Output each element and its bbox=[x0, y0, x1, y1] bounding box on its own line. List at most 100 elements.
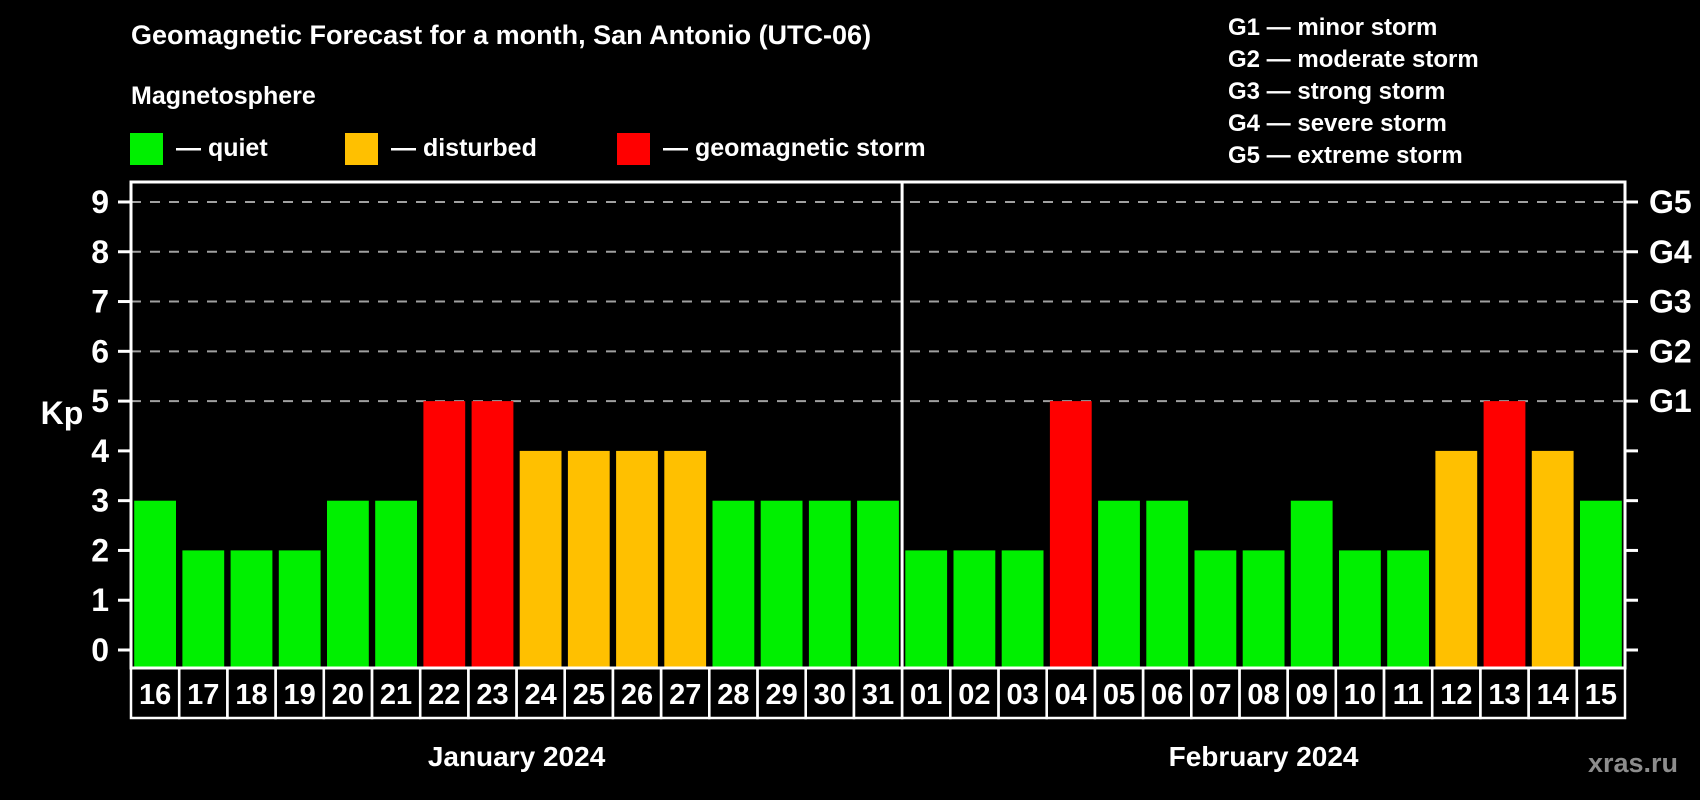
kp-bar-day-14 bbox=[1531, 450, 1574, 668]
kp-bar-day-13 bbox=[1483, 401, 1526, 668]
day-label-01: 01 bbox=[910, 679, 942, 711]
day-label-06: 06 bbox=[1151, 679, 1183, 711]
y-axis-label-7: 7 bbox=[91, 284, 109, 320]
day-label-31: 31 bbox=[862, 679, 894, 711]
kp-bar-day-31 bbox=[857, 500, 899, 668]
kp-bar-day-05 bbox=[1098, 500, 1140, 668]
day-label-05: 05 bbox=[1103, 679, 1135, 711]
day-label-29: 29 bbox=[765, 679, 797, 711]
legend-label-disturbed: — disturbed bbox=[391, 134, 537, 162]
kp-bar-day-22 bbox=[423, 401, 466, 668]
y-axis-label-1: 1 bbox=[91, 582, 109, 618]
kp-bar-day-27 bbox=[664, 450, 707, 668]
day-label-30: 30 bbox=[814, 679, 846, 711]
g-scale-legend: G1 — minor storm G2 — moderate storm G3 … bbox=[1228, 12, 1479, 172]
kp-bar-day-29 bbox=[760, 500, 803, 668]
day-label-17: 17 bbox=[187, 679, 219, 711]
day-cell bbox=[1575, 666, 1627, 720]
day-label-15: 15 bbox=[1585, 679, 1617, 711]
right-axis-label-G5: G5 bbox=[1649, 184, 1692, 220]
kp-bar-day-19 bbox=[278, 550, 321, 668]
day-label-28: 28 bbox=[717, 679, 749, 711]
day-label-26: 26 bbox=[621, 679, 653, 711]
watermark: xras.ru bbox=[1587, 748, 1678, 778]
month-label: January 2024 bbox=[428, 741, 606, 772]
y-axis-label-4: 4 bbox=[91, 433, 109, 469]
day-label-18: 18 bbox=[235, 679, 267, 711]
kp-bar-day-26 bbox=[616, 450, 658, 668]
kp-bar-day-11 bbox=[1387, 550, 1429, 668]
day-label-25: 25 bbox=[573, 679, 605, 711]
kp-bar-day-08 bbox=[1242, 550, 1285, 668]
kp-bar-day-04 bbox=[1049, 401, 1092, 668]
g1-legend-line: G1 — minor storm bbox=[1228, 14, 1438, 41]
day-label-13: 13 bbox=[1488, 679, 1520, 711]
day-label-27: 27 bbox=[669, 679, 701, 711]
kp-bar-day-16 bbox=[134, 500, 176, 668]
storm-swatch-icon bbox=[617, 132, 650, 165]
kp-bar-day-25 bbox=[567, 450, 610, 668]
right-axis-label-G2: G2 bbox=[1649, 333, 1692, 369]
kp-bar-day-01 bbox=[905, 550, 948, 668]
day-label-23: 23 bbox=[476, 679, 508, 711]
y-axis-label-8: 8 bbox=[91, 234, 109, 270]
day-label-02: 02 bbox=[958, 679, 990, 711]
kp-bar-day-17 bbox=[182, 550, 225, 668]
day-label-11: 11 bbox=[1393, 679, 1424, 711]
legend-item-quiet: — quiet bbox=[130, 132, 268, 165]
y-axis-label-2: 2 bbox=[91, 532, 109, 568]
g2-legend-line: G2 — moderate storm bbox=[1228, 46, 1479, 73]
day-label-20: 20 bbox=[332, 679, 364, 711]
kp-bar-day-09 bbox=[1290, 500, 1333, 668]
kp-bar-day-03 bbox=[1001, 550, 1044, 668]
day-label-24: 24 bbox=[525, 679, 557, 711]
kp-bar-day-02 bbox=[953, 550, 996, 668]
kp-bar-day-21 bbox=[375, 500, 417, 668]
month-label: February 2024 bbox=[1169, 741, 1359, 772]
y-axis-label-6: 6 bbox=[91, 333, 109, 369]
kp-axis-title: Kp bbox=[41, 395, 84, 431]
right-axis-label-G4: G4 bbox=[1649, 234, 1692, 270]
kp-bar-day-06 bbox=[1146, 500, 1189, 668]
y-axis-label-9: 9 bbox=[91, 184, 109, 220]
day-label-21: 21 bbox=[380, 679, 412, 711]
g4-legend-line: G4 — severe storm bbox=[1228, 110, 1447, 137]
day-label-07: 07 bbox=[1199, 679, 1231, 711]
kp-bar-day-20 bbox=[327, 500, 369, 668]
kp-bar-day-30 bbox=[808, 500, 851, 668]
day-label-03: 03 bbox=[1006, 679, 1038, 711]
day-label-12: 12 bbox=[1440, 679, 1472, 711]
legend-item-disturbed: — disturbed bbox=[345, 132, 537, 165]
day-label-08: 08 bbox=[1247, 679, 1279, 711]
y-axis-label-5: 5 bbox=[91, 383, 109, 419]
y-axis-label-0: 0 bbox=[91, 632, 109, 668]
day-label-09: 09 bbox=[1296, 679, 1328, 711]
kp-bar-day-12 bbox=[1435, 450, 1478, 668]
g5-legend-line: G5 — extreme storm bbox=[1228, 142, 1463, 169]
legend-label-storm: — geomagnetic storm bbox=[663, 134, 926, 162]
day-label-04: 04 bbox=[1055, 679, 1087, 711]
kp-bar-day-18 bbox=[230, 550, 273, 668]
day-label-14: 14 bbox=[1537, 679, 1569, 711]
kp-bar-day-24 bbox=[519, 450, 562, 668]
day-label-16: 16 bbox=[139, 679, 171, 711]
day-label-19: 19 bbox=[284, 679, 316, 711]
disturbed-swatch-icon bbox=[345, 132, 378, 165]
day-label-10: 10 bbox=[1344, 679, 1376, 711]
kp-bar-day-15 bbox=[1580, 500, 1622, 668]
y-axis-label-3: 3 bbox=[91, 483, 109, 519]
g3-legend-line: G3 — strong storm bbox=[1228, 78, 1446, 105]
quiet-swatch-icon bbox=[130, 132, 163, 165]
day-label-22: 22 bbox=[428, 679, 460, 711]
page-title: Geomagnetic Forecast for a month, San An… bbox=[131, 20, 872, 50]
kp-bar-day-23 bbox=[471, 401, 514, 668]
kp-bar-day-28 bbox=[712, 500, 755, 668]
right-axis-label-G3: G3 bbox=[1649, 284, 1692, 320]
legend-label-quiet: — quiet bbox=[176, 134, 268, 162]
magnetosphere-legend-title: Magnetosphere bbox=[131, 82, 316, 110]
right-axis-label-G1: G1 bbox=[1649, 383, 1692, 419]
kp-bar-day-10 bbox=[1339, 550, 1381, 668]
legend-item-storm: — geomagnetic storm bbox=[617, 132, 926, 165]
